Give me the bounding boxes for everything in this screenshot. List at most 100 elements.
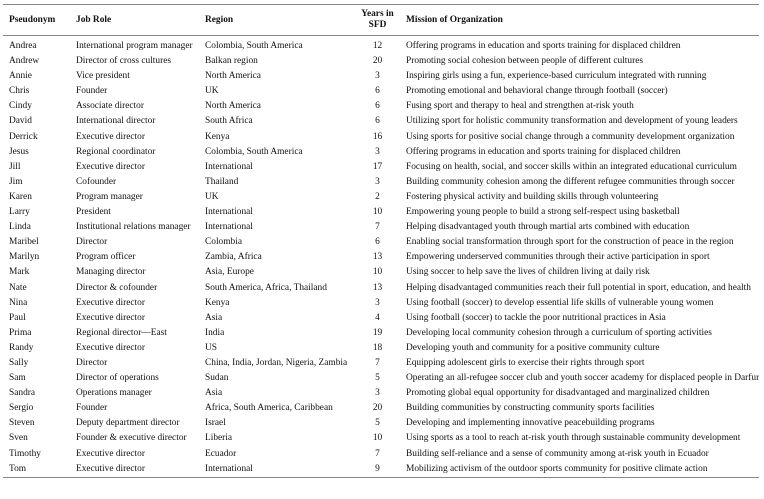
table-cell: 10 [372,207,383,218]
table-cell: International director [76,116,156,127]
table-cell: 12 [372,41,383,51]
table-cell: 16 [372,131,383,142]
table-cell: Karen [9,191,32,202]
table-cell: Developing local community cohesion thro… [406,327,712,338]
table-cell: International [199,461,355,478]
table-cell: Annie [9,71,32,82]
table-cell: Africa, South America, Caribbean [205,403,333,414]
table-cell: Helping disadvantaged youth through mart… [406,222,690,233]
table-cell: Ecuador [205,448,237,459]
table-cell: Vice president [76,71,130,82]
table-cell: Operating an all-refugee soccer club and… [406,373,759,384]
table-row: Steven Deputy department director Israel 5 D… [3,416,759,431]
table-cell: Tom [3,461,70,478]
table-cell: 13 [372,252,383,263]
table-cell: Developing and implementing innovative p… [406,418,655,429]
table-cell: David [9,116,32,127]
table-row: Jesus Regional coordinator Colombia, South… [3,145,759,160]
table-cell: Cindy [9,101,32,112]
table-cell: Steven [9,418,35,429]
table-row: Andrew Director of cross cultures Balkan r… [3,54,759,69]
table-row: Derrick Executive director Kenya 16 Using sp… [3,130,759,145]
table-row: Timothy Executive director Ecuador 7 Buildin… [3,447,759,462]
table-cell: 4 [375,312,380,323]
table-cell: Associate director [76,101,144,112]
table-cell: Colombia, South America [205,146,303,157]
table-cell: 13 [372,282,383,293]
table-row: Sam Director of operations Sudan 5 Operating… [3,371,759,386]
header-cell: Years in SFD [355,4,400,36]
table-cell: Cofounder [76,176,117,187]
table-cell: Thailand [205,176,239,187]
table-cell: Helping disadvantaged communities reach … [406,282,751,293]
table-cell: President [76,207,111,218]
table-row: Jim Cofounder Thailand 3 Building community … [3,175,759,190]
table-cell: Building self-reliance and a sense of co… [406,448,709,459]
table-cell: Colombia, South America [205,41,303,51]
table-cell: 3 [375,297,380,308]
table-row: Sandra Operations manager Asia 3 Promoting g… [3,386,759,401]
table-cell: South Africa [205,116,253,127]
table-cell: Liberia [205,433,233,444]
table-cell: Executive director [76,448,145,459]
table-cell: North America [205,101,261,112]
table-cell: Using sports for positive social change … [406,131,735,142]
table-cell: International [205,222,253,233]
table-cell: Empowering young people to build a stron… [406,207,680,218]
table-row: Sven Founder & executive director Liberia 1… [3,431,759,446]
table-cell: 3 [375,146,380,157]
table-row: Karen Program manager UK 2 Fostering physica… [3,190,759,205]
table-cell: Derrick [9,131,38,142]
table-cell: Founder & executive director [76,433,187,444]
header-cell: Mission of Organization [400,4,759,36]
table-cell: Mark [9,267,30,278]
table-cell: Director [76,237,108,248]
table-cell: Randy [9,342,34,353]
table-row: David International director South Africa 6… [3,114,759,129]
data-table: Pseudonym Job Role Region Years in SFD Missi… [3,4,759,478]
table-row: Nate Director & cofounder South America, A… [3,281,759,296]
table-row: Nina Executive director Kenya 3 Using footba… [3,296,759,311]
table-cell: 6 [375,101,380,112]
header-cell: Pseudonym [3,4,70,36]
table-cell: Executive director [76,161,145,172]
table-cell: Enabling social transformation through s… [406,237,734,248]
table-cell: Program manager [76,191,143,202]
table-cell: North America [205,71,261,82]
table-row: Sergio Founder Africa, South America, Cari… [3,401,759,416]
table-cell: 6 [375,237,380,248]
table-cell: Kenya [205,131,230,142]
header-cell: Region [199,4,355,36]
table-body: Andrea International program manager Colom… [3,36,759,478]
table-cell: Using football (soccer) to tackle the po… [406,312,666,323]
table-cell: Paul [9,312,26,323]
table-cell: Promoting global equal opportunity for d… [406,388,710,399]
table-cell: Sally [9,357,29,368]
table-cell: Promoting social cohesion between people… [406,56,643,67]
table-cell: Offering programs in education and sport… [406,146,681,157]
table-cell: Israel [205,418,226,429]
table-cell: Prima [9,327,32,338]
table-cell: 19 [372,327,383,338]
table-row: Larry President International 10 Empowering … [3,205,759,220]
table-cell: 7 [375,222,380,233]
table-cell: India [205,327,225,338]
table-cell: Asia [205,388,223,399]
table-cell: Larry [9,207,30,218]
table-cell: 10 [372,433,383,444]
table-cell: Director & cofounder [76,282,158,293]
table-cell: Zambia, Africa [205,252,262,263]
table-cell: Using football (soccer) to develop essen… [406,297,714,308]
table-cell: 18 [372,342,383,353]
table-cell: Maribel [9,237,39,248]
table-cell: Developing youth and community for a pos… [406,342,660,353]
table-row: Cindy Associate director North America 6 Fus… [3,99,759,114]
table-cell: International program manager [76,41,193,51]
table-cell: Operations manager [76,388,152,399]
table-cell: International [205,161,253,172]
table-cell: Sergio [9,403,34,414]
table-cell: Inspiring girls using a fun, experience-… [406,71,707,82]
table-cell: Sandra [9,388,36,399]
table-cell: Regional coordinator [76,146,156,157]
